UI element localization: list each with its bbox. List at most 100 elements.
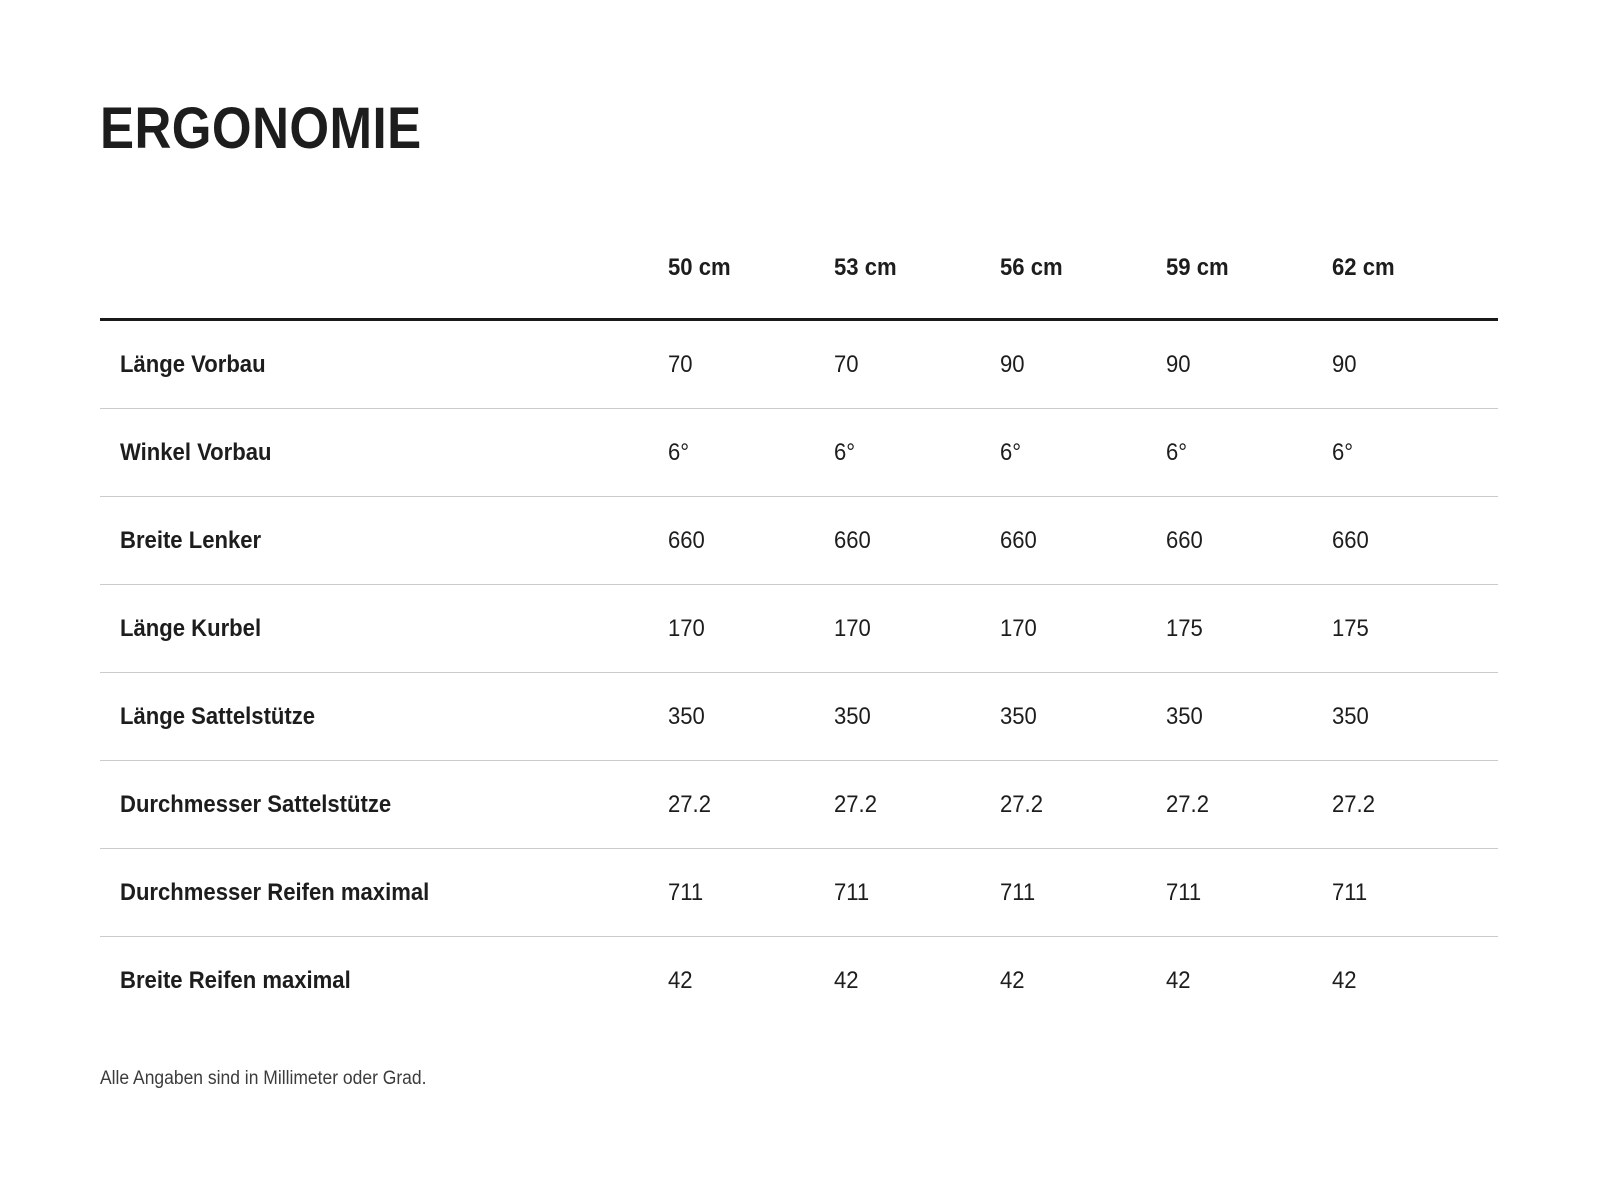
table-row: Durchmesser Reifen maximal 711 711 711 7… — [100, 849, 1498, 937]
header-size-62-label: 62 cm — [1332, 254, 1395, 281]
row-label: Winkel Vorbau — [100, 439, 668, 467]
cell-value-text: 27.2 — [834, 790, 877, 818]
row-label: Durchmesser Sattelstütze — [100, 791, 668, 819]
table-row: Länge Kurbel 170 170 170 175 175 — [100, 585, 1498, 673]
cell-value-text: 711 — [668, 878, 704, 906]
cell-value-text: 350 — [1332, 702, 1369, 730]
header-size-56: 56 cm — [1000, 226, 1166, 318]
header-size-59: 59 cm — [1166, 226, 1332, 318]
cell-value: 6° — [1000, 439, 1166, 467]
cell-value: 660 — [1000, 527, 1166, 555]
cell-value-text: 711 — [1000, 878, 1036, 906]
cell-value-text: 42 — [834, 966, 859, 994]
header-size-50-label: 50 cm — [668, 254, 731, 281]
cell-value-text: 175 — [1332, 614, 1369, 642]
cell-value: 70 — [834, 351, 1000, 379]
row-label: Breite Lenker — [100, 527, 668, 555]
cell-value: 711 — [1332, 879, 1498, 907]
cell-value: 42 — [1332, 967, 1498, 995]
header-size-56-label: 56 cm — [1000, 254, 1063, 281]
cell-value-text: 660 — [668, 526, 705, 554]
cell-value-text: 6° — [668, 438, 690, 466]
cell-value-text: 350 — [834, 702, 871, 730]
header-size-50: 50 cm — [668, 226, 834, 318]
row-label: Durchmesser Reifen maximal — [100, 879, 668, 907]
cell-value-text: 6° — [834, 438, 856, 466]
row-label-text: Durchmesser Sattelstütze — [120, 790, 392, 818]
page: ERGONOMIE 50 cm 53 cm 56 cm 59 cm 62 cm … — [0, 100, 1600, 1200]
header-size-59-label: 59 cm — [1166, 254, 1229, 281]
page-title-text: ERGONOMIE — [100, 96, 422, 161]
table-header-row: 50 cm 53 cm 56 cm 59 cm 62 cm — [100, 226, 1498, 321]
cell-value: 90 — [1332, 351, 1498, 379]
cell-value: 711 — [1000, 879, 1166, 907]
cell-value: 711 — [834, 879, 1000, 907]
cell-value: 711 — [668, 879, 834, 907]
cell-value: 660 — [1332, 527, 1498, 555]
cell-value: 27.2 — [1332, 791, 1498, 819]
cell-value-text: 711 — [1332, 878, 1368, 906]
cell-value-text: 6° — [1000, 438, 1022, 466]
cell-value-text: 27.2 — [1166, 790, 1209, 818]
ergonomics-table: 50 cm 53 cm 56 cm 59 cm 62 cm Länge Vorb… — [100, 226, 1498, 1024]
cell-value: 350 — [1332, 703, 1498, 731]
cell-value: 170 — [1000, 615, 1166, 643]
cell-value: 6° — [834, 439, 1000, 467]
cell-value-text: 42 — [1332, 966, 1357, 994]
cell-value-text: 170 — [668, 614, 705, 642]
cell-value-text: 660 — [1166, 526, 1203, 554]
cell-value: 27.2 — [1166, 791, 1332, 819]
cell-value-text: 660 — [1000, 526, 1037, 554]
row-label: Breite Reifen maximal — [100, 967, 668, 995]
cell-value-text: 711 — [834, 878, 870, 906]
cell-value-text: 660 — [834, 526, 871, 554]
cell-value: 175 — [1332, 615, 1498, 643]
cell-value-text: 27.2 — [668, 790, 711, 818]
cell-value: 6° — [668, 439, 834, 467]
cell-value-text: 6° — [1332, 438, 1354, 466]
cell-value: 711 — [1166, 879, 1332, 907]
cell-value: 6° — [1332, 439, 1498, 467]
units-footnote: Alle Angaben sind in Millimeter oder Gra… — [100, 1068, 1500, 1090]
cell-value-text: 350 — [1000, 702, 1037, 730]
table-row: Länge Vorbau 70 70 90 90 90 — [100, 321, 1498, 409]
cell-value-text: 350 — [1166, 702, 1203, 730]
cell-value-text: 42 — [1000, 966, 1025, 994]
header-size-53-label: 53 cm — [834, 254, 897, 281]
row-label-text: Länge Kurbel — [120, 614, 262, 642]
page-title: ERGONOMIE — [100, 100, 1500, 158]
cell-value: 42 — [1166, 967, 1332, 995]
cell-value: 42 — [1000, 967, 1166, 995]
units-footnote-text: Alle Angaben sind in Millimeter oder Gra… — [100, 1068, 427, 1089]
cell-value: 175 — [1166, 615, 1332, 643]
cell-value-text: 42 — [1166, 966, 1191, 994]
row-label-text: Länge Sattelstütze — [120, 702, 316, 730]
cell-value: 90 — [1166, 351, 1332, 379]
cell-value: 350 — [1000, 703, 1166, 731]
cell-value: 90 — [1000, 351, 1166, 379]
row-label: Länge Kurbel — [100, 615, 668, 643]
row-label-text: Breite Lenker — [120, 526, 262, 554]
cell-value: 27.2 — [1000, 791, 1166, 819]
table-row: Länge Sattelstütze 350 350 350 350 350 — [100, 673, 1498, 761]
cell-value: 27.2 — [668, 791, 834, 819]
row-label-text: Breite Reifen maximal — [120, 966, 351, 994]
cell-value: 350 — [1166, 703, 1332, 731]
cell-value: 27.2 — [834, 791, 1000, 819]
cell-value-text: 90 — [1166, 350, 1191, 378]
header-corner-cell — [100, 226, 668, 318]
row-label: Länge Vorbau — [100, 351, 668, 379]
cell-value: 350 — [834, 703, 1000, 731]
header-size-53: 53 cm — [834, 226, 1000, 318]
cell-value: 660 — [834, 527, 1000, 555]
table-row: Durchmesser Sattelstütze 27.2 27.2 27.2 … — [100, 761, 1498, 849]
cell-value-text: 70 — [668, 350, 693, 378]
cell-value-text: 175 — [1166, 614, 1203, 642]
row-label-text: Durchmesser Reifen maximal — [120, 878, 430, 906]
cell-value-text: 70 — [834, 350, 859, 378]
row-label-text: Winkel Vorbau — [120, 438, 272, 466]
cell-value-text: 711 — [1166, 878, 1202, 906]
cell-value: 6° — [1166, 439, 1332, 467]
table-row: Winkel Vorbau 6° 6° 6° 6° 6° — [100, 409, 1498, 497]
cell-value: 70 — [668, 351, 834, 379]
